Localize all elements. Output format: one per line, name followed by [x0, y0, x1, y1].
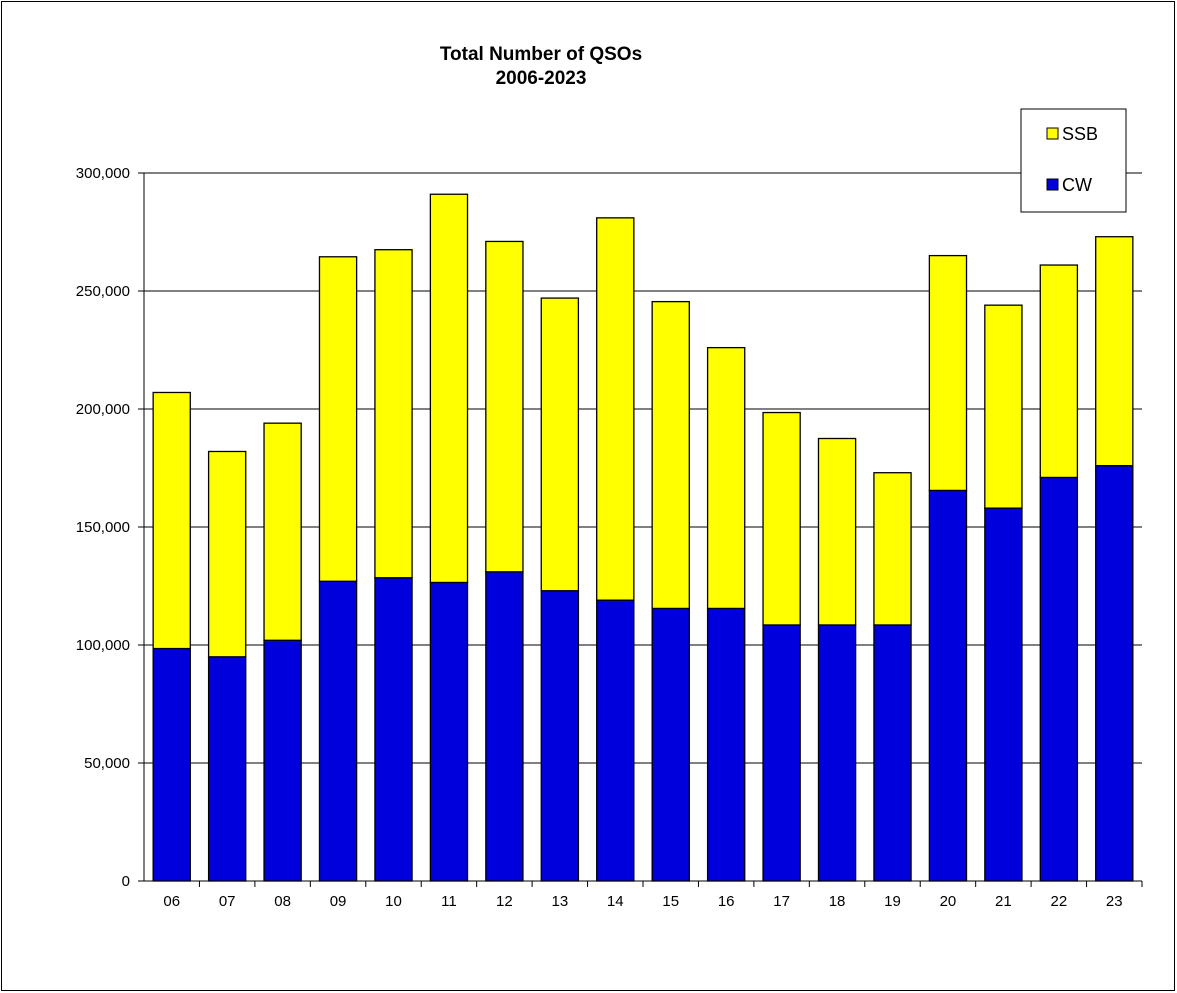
bar-ssb-11 — [429, 193, 469, 584]
bar-cw-09 — [318, 580, 358, 882]
y-tick-label: 200,000 — [76, 401, 130, 418]
bar-ssb-07 — [207, 450, 247, 658]
x-tick-label: 17 — [773, 893, 790, 910]
bar-cw-21 — [984, 507, 1023, 882]
chart-subtitle: 2006-2023 — [496, 68, 587, 89]
x-tick-label: 15 — [662, 893, 679, 910]
bar-ssb-12 — [485, 240, 524, 573]
x-tick-label: 22 — [1050, 893, 1067, 910]
bar-cw-08 — [263, 639, 302, 882]
legend: SSB CW — [1020, 108, 1127, 213]
x-tick-label: 16 — [718, 893, 735, 910]
x-tick-label: 13 — [551, 893, 568, 910]
x-tick-label: 19 — [884, 893, 901, 910]
bar-ssb-16 — [706, 346, 746, 610]
axes: 0 50,000 100,000 150,000 200,000 250,000 300,0… — [76, 165, 1143, 910]
bar-ssb-06 — [152, 391, 191, 650]
x-tick-label: 20 — [940, 893, 957, 910]
bar-cw-23 — [1095, 464, 1134, 882]
bar-cw-18 — [817, 624, 857, 882]
x-tick-label: 07 — [219, 893, 236, 910]
y-tick-label: 300,000 — [76, 165, 130, 182]
legend-label-ssb: SSB — [1062, 124, 1098, 144]
bar-ssb-10 — [374, 249, 413, 579]
y-tick-label: 100,000 — [76, 637, 130, 654]
x-tick-label: 23 — [1106, 893, 1123, 910]
bar-ssb-22 — [1039, 264, 1079, 479]
gridlines — [144, 172, 1142, 764]
x-tick-label: 21 — [995, 893, 1012, 910]
bar-ssb-20 — [928, 254, 968, 492]
y-tick-label: 50,000 — [84, 755, 130, 772]
bar-ssb-19 — [873, 472, 912, 626]
bar-ssb-17 — [762, 411, 801, 626]
bars — [152, 193, 1134, 882]
bar-cw-19 — [873, 624, 912, 882]
bar-ssb-21 — [984, 304, 1023, 509]
x-tick-label: 14 — [607, 893, 624, 910]
x-tick-label: 11 — [441, 893, 457, 910]
y-tick-label: 250,000 — [76, 283, 130, 300]
legend-box — [1020, 108, 1127, 213]
bar-ssb-18 — [817, 437, 857, 626]
bar-cw-10 — [374, 577, 413, 882]
x-tick-label: 09 — [330, 893, 347, 910]
bar-cw-11 — [429, 581, 469, 882]
x-tick-label: 12 — [496, 893, 513, 910]
legend-swatch-ssb — [1046, 127, 1059, 140]
bar-ssb-23 — [1095, 236, 1134, 467]
x-tick-label: 06 — [163, 893, 180, 910]
chart-title: Total Number of QSOs — [440, 44, 642, 65]
y-tick-label: 0 — [122, 873, 130, 890]
bar-ssb-09 — [318, 256, 358, 582]
bar-cw-17 — [762, 624, 801, 882]
bar-cw-16 — [706, 607, 746, 882]
bar-cw-15 — [651, 607, 690, 882]
legend-swatch-cw — [1046, 178, 1059, 191]
bar-ssb-08 — [263, 422, 302, 641]
x-tick-label: 18 — [829, 893, 846, 910]
bar-cw-14 — [596, 599, 635, 882]
bar-cw-12 — [485, 571, 524, 882]
bar-ssb-13 — [540, 297, 580, 592]
x-tick-label: 08 — [274, 893, 291, 910]
bar-cw-13 — [540, 590, 580, 882]
y-tick-label: 150,000 — [76, 519, 130, 536]
legend-label-cw: CW — [1062, 175, 1092, 195]
bar-cw-22 — [1039, 476, 1079, 882]
bar-cw-20 — [928, 489, 968, 882]
bar-ssb-14 — [596, 217, 635, 601]
x-tick-label: 10 — [385, 893, 402, 910]
bar-cw-06 — [152, 647, 191, 882]
bar-cw-07 — [207, 656, 247, 882]
bar-ssb-15 — [651, 300, 690, 610]
